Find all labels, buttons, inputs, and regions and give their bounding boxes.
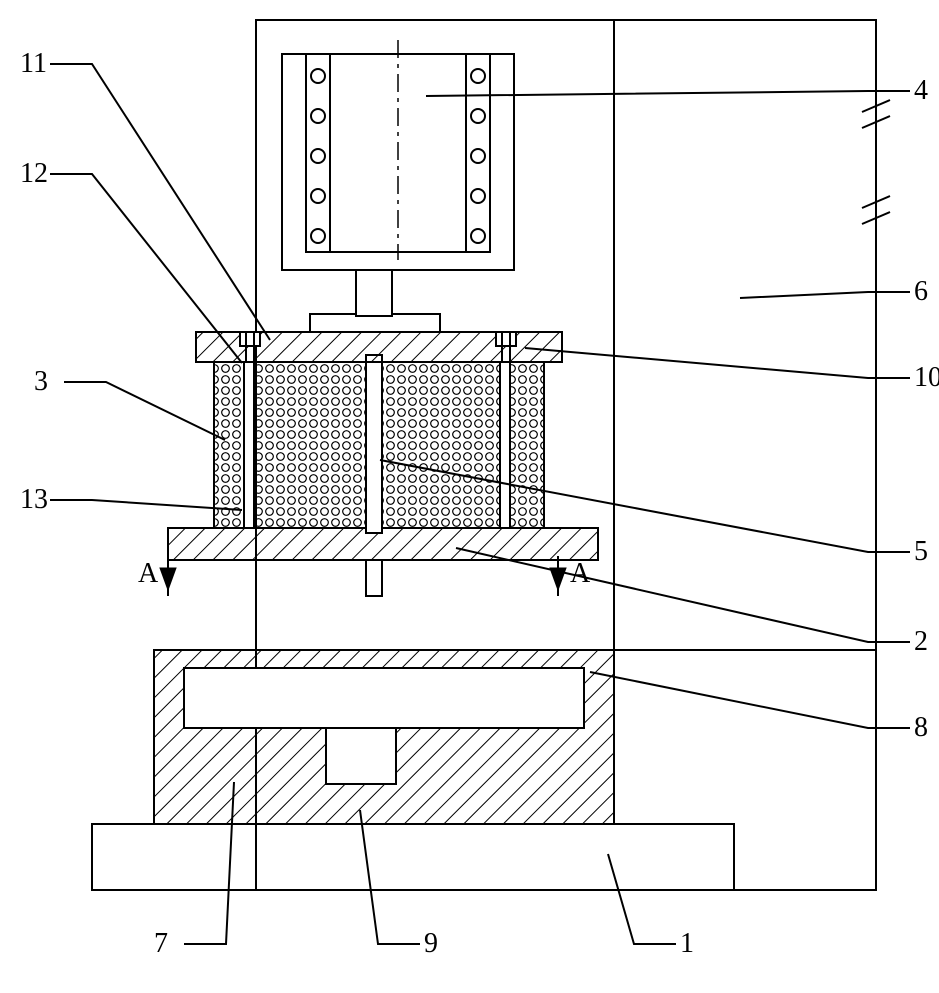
label-l8: 8 <box>914 712 928 743</box>
section-aa: A A <box>138 556 591 596</box>
label-l10: 10 <box>914 362 939 393</box>
label-l2: 2 <box>914 626 928 657</box>
label-l5: 5 <box>914 536 928 567</box>
section-label-right: A <box>570 558 591 589</box>
label-l1: 1 <box>680 928 694 959</box>
label-l13: 13 <box>20 484 48 515</box>
label-l11: 11 <box>20 48 47 79</box>
label-l12: 12 <box>20 158 48 189</box>
label-l7: 7 <box>154 928 168 959</box>
label-l6: 6 <box>914 276 928 307</box>
motor <box>282 40 514 270</box>
section-label-left: A <box>138 558 159 589</box>
label-l9: 9 <box>424 928 438 959</box>
label-l3: 3 <box>34 366 48 397</box>
lower-block <box>154 650 614 824</box>
middle-assembly <box>168 270 598 596</box>
label-l4: 4 <box>914 75 928 106</box>
